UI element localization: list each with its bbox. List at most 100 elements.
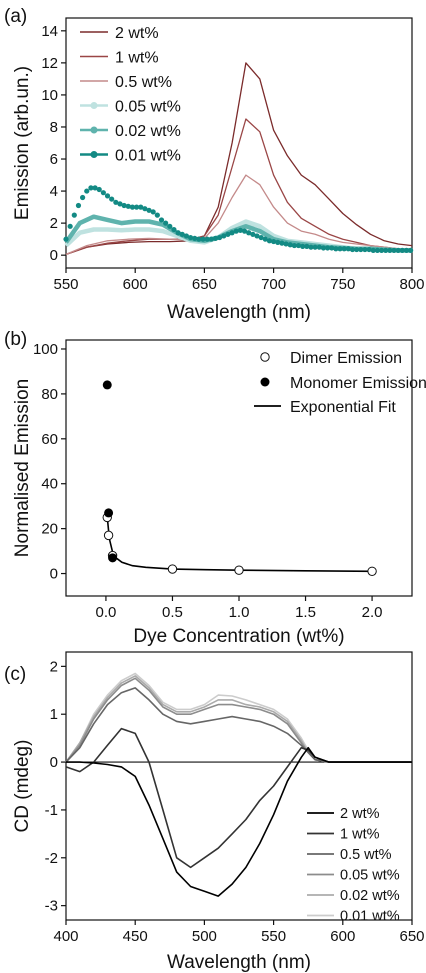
series-0-01-wt-point [217,234,223,241]
series-0-01-wt-point [354,246,360,253]
series-0-01-wt-point [378,247,385,253]
legend-marker-0-05-wt [90,102,98,109]
panel-b-plot-area [102,380,377,576]
series-0-01-wt-point [262,236,268,242]
series-0-01-wt-point [200,236,206,242]
series-0-01-wt-point [129,204,136,210]
panel-c-label: (c) [4,664,26,685]
series-0-01-wt-point [183,233,190,239]
legend-label-exponential-fit: Exponential Fit [290,399,396,416]
legend-label-dimer-emission: Dimer Emission [290,350,402,367]
series-0-01-wt-point [283,241,289,247]
x-tick-label: 450 [123,928,148,945]
monomer-emission-point [108,553,118,563]
series-0-01-wt-point [324,245,331,251]
series-0-01-wt-point [308,244,314,250]
series-0-01-wt-point [150,209,156,215]
series-exponential-fit-line [106,517,373,573]
series-0-5-wt-line [65,174,413,255]
series-0-01-wt-point [109,196,115,202]
legend-label-0-02-wt: 0.02 wt% [340,888,400,904]
series-0-01-wt-point [275,239,281,245]
series-0-01-wt-point [196,236,202,242]
series-0-01-wt-point [125,203,131,209]
x-tick-label: 750 [330,276,355,293]
x-tick-label: 550 [53,276,78,293]
x-tick-label: 700 [261,276,286,293]
series-0-01-wt-point [171,226,177,233]
legend-label-1-wt: 1 wt% [340,827,380,843]
x-tick-label: 650 [192,276,217,293]
series-0-01-wt-point [370,247,376,253]
series-0-01-wt-point [179,231,185,237]
y-tick-label: 1 [50,706,58,723]
series-0-01-wt-point [117,201,123,207]
series-0-01-wt-point [395,247,401,253]
x-tick-label: 400 [53,928,78,945]
panel-b-y-axis-label: Normalised Emission [12,379,33,557]
series-0-01-wt-point [295,242,302,249]
y-tick-label: 80 [41,386,58,403]
panel-c-plot-area [65,672,412,897]
series-0-01-wt-point [96,186,102,193]
y-tick-label: 2 [50,658,58,675]
series-0-01-wt-point [229,230,235,236]
series-0-01-wt-point [233,228,239,234]
dimer-emission-point [103,530,114,541]
series-0-01-wt-point [225,231,231,237]
panel-a-emission-spectra: (a) 550 600 650 700 750 800 0 2 4 6 8 10 12 14 Wavele… [4,6,425,323]
series-0-01-wt-point [100,190,106,196]
series-0-01-wt-point [71,212,77,218]
series-0-01-wt-point [121,202,127,209]
series-0-01-wt-point [266,238,273,244]
x-tick-label: 1.0 [229,604,250,621]
y-tick-label: 0 [50,247,58,264]
series-0-01-wt-point [92,185,98,191]
legend-label-1-wt: 1 wt% [115,50,159,67]
monomer-emission-point [102,380,112,390]
x-tick-label: 600 [123,276,148,293]
series-0-01-wt-point [67,223,73,229]
series-0-01-wt-point [221,233,227,239]
panel-b-normalised-emission: (b) 0.0 0.5 1.0 1.5 2.0 0 20 40 60 80 100 Dye Conc… [4,329,426,647]
panel-a-label: (a) [4,6,27,27]
y-tick-label: 20 [41,521,58,538]
series-0-01-wt-point [329,245,335,251]
series-0-01-wt-point [138,204,144,210]
series-0-01-wt-point [312,244,318,250]
series-0-01-wt-point [383,247,389,253]
panel-c-ticks: 400 450 500 550 600 650 -3 -2 -1 0 1 2 [45,658,425,945]
panel-a-plot-frame [65,17,413,269]
x-tick-label: 1.5 [295,604,316,621]
series-0-01-wt-point [349,246,356,253]
y-tick-label: 12 [41,55,58,72]
y-tick-label: 40 [41,476,58,493]
panel-a-legend: 2 wt% 1 wt% 0.5 wt% 0.05 wt% 0.02 wt% 0.01 wt… [80,25,181,165]
legend-marker-0-02-wt [90,126,98,134]
series-0-01-wt-point [337,246,343,252]
dimer-emission-point [367,566,377,576]
y-tick-label: 60 [41,431,58,448]
legend-label-0-05-wt: 0.05 wt% [115,99,181,116]
series-0-01-wt-point [279,240,285,246]
panel-b-label: (b) [4,329,27,350]
y-tick-label: 6 [50,151,58,168]
series-0-01-wt-point [63,236,69,242]
legend-label-monomer-emission: Monomer Emission [290,375,426,392]
series-0-01-wt-point [208,236,214,242]
x-tick-label: 0.5 [162,604,183,621]
y-tick-label: 8 [50,119,58,136]
dimer-emission-point [167,564,178,574]
panel-a-plot-area [63,62,414,256]
y-tick-label: 0 [50,566,58,583]
series-0-01-wt-point [133,204,140,210]
series-0-01-wt-point [387,247,393,253]
y-tick-label: 2 [50,215,58,232]
series-0-01-wt-point [167,223,173,229]
y-tick-label: -1 [45,802,58,819]
x-tick-label: 0.0 [95,604,116,621]
monomer-emission-point [104,508,114,518]
y-tick-label: -3 [45,898,58,915]
series-0-01-wt-point [80,194,86,201]
